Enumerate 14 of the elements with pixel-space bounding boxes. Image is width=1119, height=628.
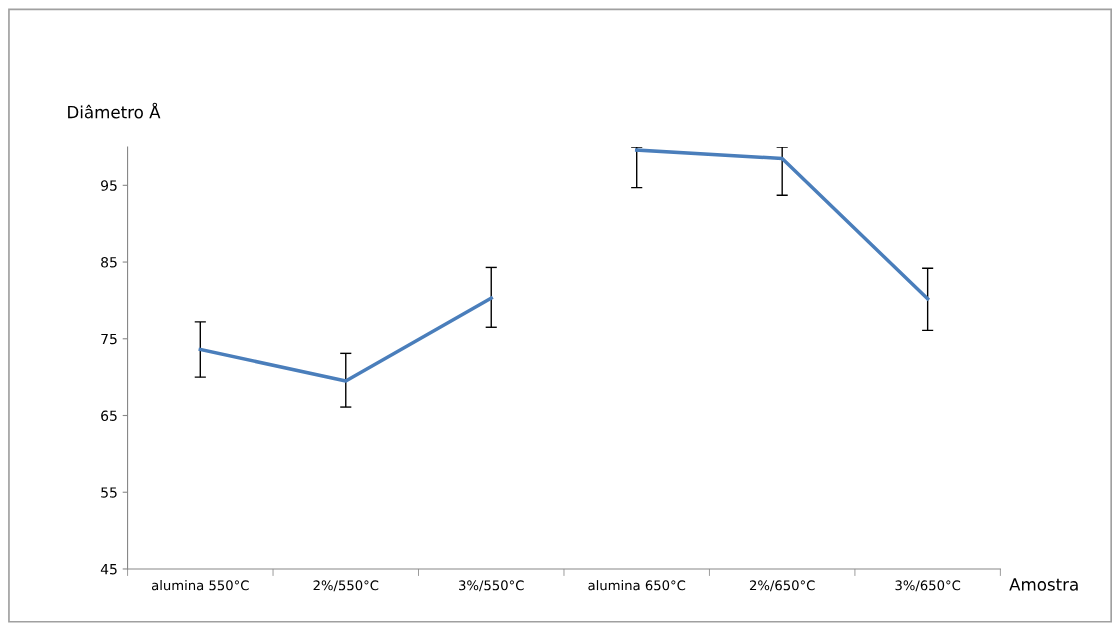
x-tick-label: alumina 550°C (151, 580, 249, 591)
x-tick-label: 2%/550°C (313, 580, 379, 592)
y-tick-label: 55 (101, 487, 117, 498)
y-tick-label: 75 (101, 333, 117, 345)
x-tick-label: 3%/550°C (459, 580, 524, 592)
x-axis-title: Amostra (1009, 578, 1078, 591)
x-tick-label: 2%/650°C (749, 580, 815, 592)
x-tick-label: alumina 650°C (588, 580, 686, 591)
y-tick-label: 65 (101, 410, 117, 421)
y-axis-title: Diâmetro Å (68, 102, 161, 119)
y-tick-label: 45 (100, 564, 117, 575)
x-tick-label: 3%/650°C (895, 580, 961, 592)
y-tick-label: 95 (101, 180, 117, 191)
y-tick-label: 85 (101, 257, 117, 268)
